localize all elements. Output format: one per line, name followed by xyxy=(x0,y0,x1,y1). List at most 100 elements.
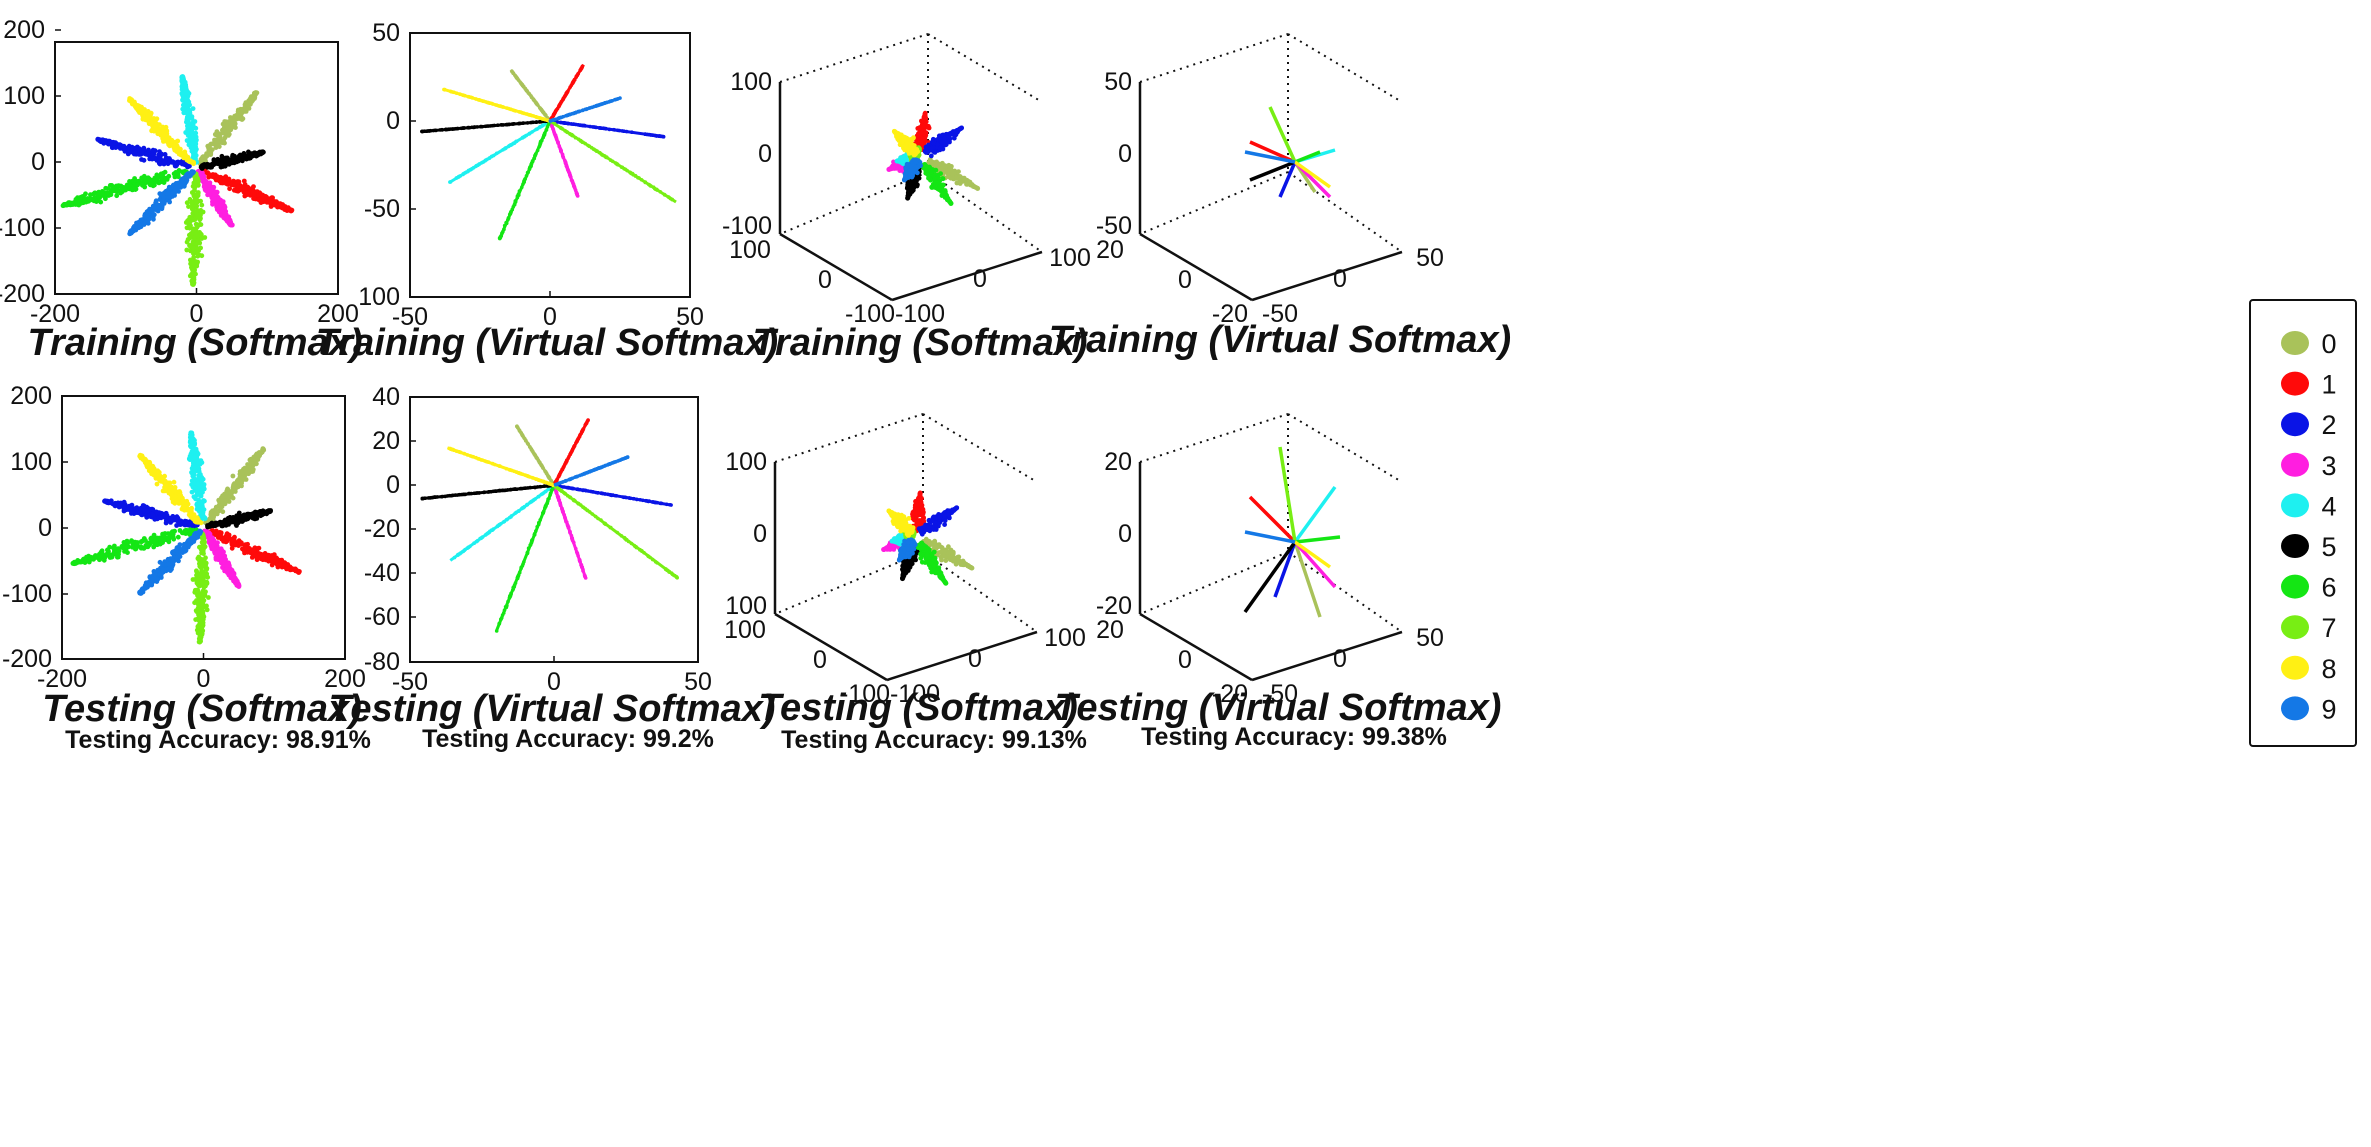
point-8 xyxy=(911,147,917,153)
point-6 xyxy=(948,200,954,206)
point-4 xyxy=(190,134,196,139)
point-0 xyxy=(223,123,229,128)
point-9 xyxy=(167,199,173,205)
point-9 xyxy=(141,222,147,227)
point-1 xyxy=(240,186,245,192)
point-0 xyxy=(261,447,266,452)
point-8 xyxy=(185,157,191,163)
point-0 xyxy=(248,98,254,104)
point-2 xyxy=(176,160,182,166)
point-7 xyxy=(184,200,190,206)
point-8 xyxy=(146,114,152,119)
point-7 xyxy=(191,255,197,260)
point-4 xyxy=(189,130,195,135)
y-tick-label: -100 xyxy=(2,580,52,608)
point-8 xyxy=(161,139,166,144)
point-0 xyxy=(229,493,234,498)
axis-x xyxy=(891,250,1043,302)
point-1 xyxy=(241,178,247,184)
point-0 xyxy=(927,159,933,164)
point-5 xyxy=(248,155,253,161)
point-4 xyxy=(185,110,191,116)
point-2 xyxy=(150,152,155,157)
z-tick-label: 0 xyxy=(1118,140,1132,168)
point-0 xyxy=(215,133,221,139)
point-1 xyxy=(285,207,291,212)
point-2 xyxy=(125,147,131,153)
point-2 xyxy=(928,153,934,159)
point-2 xyxy=(117,142,123,148)
series-9 xyxy=(901,157,923,183)
point-8 xyxy=(906,137,912,143)
series-9 xyxy=(548,96,622,123)
point-6 xyxy=(88,192,93,198)
panel-title: Training (Virtual Softmax) xyxy=(1049,319,1511,361)
point-5 xyxy=(205,161,210,167)
y-tick-label: 0 xyxy=(1178,266,1192,294)
point-8 xyxy=(164,139,170,145)
y-tick-label: 0 xyxy=(818,266,832,294)
point-1 xyxy=(220,180,226,186)
series-2 xyxy=(95,136,192,170)
point-2 xyxy=(942,136,947,142)
x-tick-label: 0 xyxy=(190,300,204,328)
y-tick-label: -50 xyxy=(364,195,400,223)
point-7 xyxy=(191,275,196,281)
series-6 xyxy=(921,162,954,206)
z-tick-label: -100 xyxy=(722,212,772,240)
point-9 xyxy=(167,194,173,200)
point-6 xyxy=(172,174,178,180)
box-edge xyxy=(1139,171,1289,235)
point-6 xyxy=(135,182,140,188)
y-tick-label: 0 xyxy=(31,148,45,176)
point-7 xyxy=(190,269,196,274)
point-5 xyxy=(908,183,914,189)
point-9 xyxy=(151,212,157,218)
series-line-9 xyxy=(549,96,621,123)
point-8 xyxy=(160,124,166,130)
points-layer xyxy=(886,110,981,206)
point-2 xyxy=(141,157,147,163)
points-layer xyxy=(60,74,295,287)
point-0 xyxy=(245,103,251,109)
point-4 xyxy=(181,110,187,116)
series-5 xyxy=(420,119,551,134)
point-9 xyxy=(908,163,913,169)
point-9 xyxy=(160,199,165,205)
point-6 xyxy=(106,193,111,198)
point-8 xyxy=(138,109,144,115)
point-3 xyxy=(211,197,217,203)
box-edge xyxy=(1287,33,1403,103)
point-9 xyxy=(166,190,171,196)
panel-title: Training (Softmax) xyxy=(753,322,1088,364)
point-2 xyxy=(111,142,116,148)
point-0 xyxy=(971,184,977,189)
y-tick-label: 100 xyxy=(729,236,771,264)
point-8 xyxy=(156,130,162,135)
point-4 xyxy=(182,87,188,93)
series-line-2 xyxy=(549,119,666,139)
point-4 xyxy=(188,141,194,147)
point-7 xyxy=(188,223,193,229)
point-3 xyxy=(200,175,206,181)
point-6 xyxy=(175,171,181,176)
point-7 xyxy=(186,204,191,210)
point-1 xyxy=(242,193,248,199)
point-1 xyxy=(251,190,257,196)
point-3 xyxy=(227,222,233,228)
point-0 xyxy=(222,119,228,124)
point-8 xyxy=(191,159,196,165)
point-8 xyxy=(161,128,167,134)
point-4 xyxy=(179,74,185,80)
point-7 xyxy=(199,202,205,208)
point-4 xyxy=(898,155,903,161)
point-9 xyxy=(187,173,192,179)
point-0 xyxy=(948,175,954,181)
point-7 xyxy=(189,231,195,237)
point-4 xyxy=(187,124,193,130)
point-1 xyxy=(279,204,285,210)
point-2 xyxy=(157,154,162,159)
point-9 xyxy=(903,175,908,181)
